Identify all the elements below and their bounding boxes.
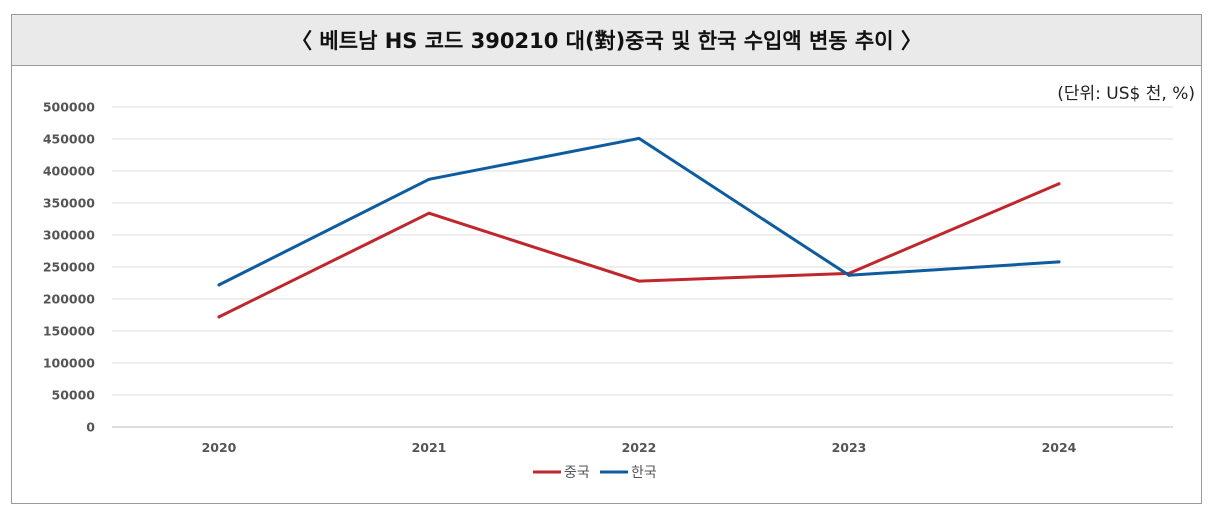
legend-label-0: 중국: [564, 465, 590, 481]
x-tick-label-2021: 2021: [412, 440, 447, 455]
data-point-0-2: [637, 279, 641, 283]
y-tick-label-250000: 250000: [43, 260, 95, 275]
data-point-1-4: [1057, 260, 1061, 264]
series-line-1: [217, 136, 1061, 287]
data-point-1-2: [637, 136, 641, 140]
data-point-1-1: [427, 177, 431, 181]
y-tick-label-400000: 400000: [43, 164, 95, 179]
y-tick-label-50000: 50000: [52, 388, 96, 403]
legend-label-1: 한국: [631, 465, 657, 481]
y-tick-label-300000: 300000: [43, 228, 95, 243]
y-tick-label-0: 0: [86, 420, 95, 435]
series-line-0: [217, 182, 1061, 319]
y-tick-label-100000: 100000: [43, 356, 95, 371]
data-point-0-4: [1057, 182, 1061, 186]
unit-label: (단위: US$ 천, %): [1057, 84, 1195, 104]
x-tick-label-2020: 2020: [202, 440, 237, 455]
data-point-0-0: [217, 315, 221, 319]
data-point-1-3: [847, 273, 851, 277]
y-tick-label-200000: 200000: [43, 292, 95, 307]
x-tick-label-2022: 2022: [622, 440, 657, 455]
x-tick-label-2024: 2024: [1042, 440, 1077, 455]
y-tick-label-150000: 150000: [43, 324, 95, 339]
chart-frame: 〈 베트남 HS 코드 390210 대(對)중국 및 한국 수입액 변동 추이…: [11, 14, 1202, 504]
chart-title: 〈 베트남 HS 코드 390210 대(對)중국 및 한국 수입액 변동 추이…: [12, 15, 1201, 66]
y-tick-label-450000: 450000: [43, 132, 95, 147]
y-tick-label-500000: 500000: [43, 100, 95, 115]
x-tick-label-2023: 2023: [832, 440, 867, 455]
y-tick-label-350000: 350000: [43, 196, 95, 211]
data-point-1-0: [217, 283, 221, 287]
data-point-0-1: [427, 211, 431, 215]
